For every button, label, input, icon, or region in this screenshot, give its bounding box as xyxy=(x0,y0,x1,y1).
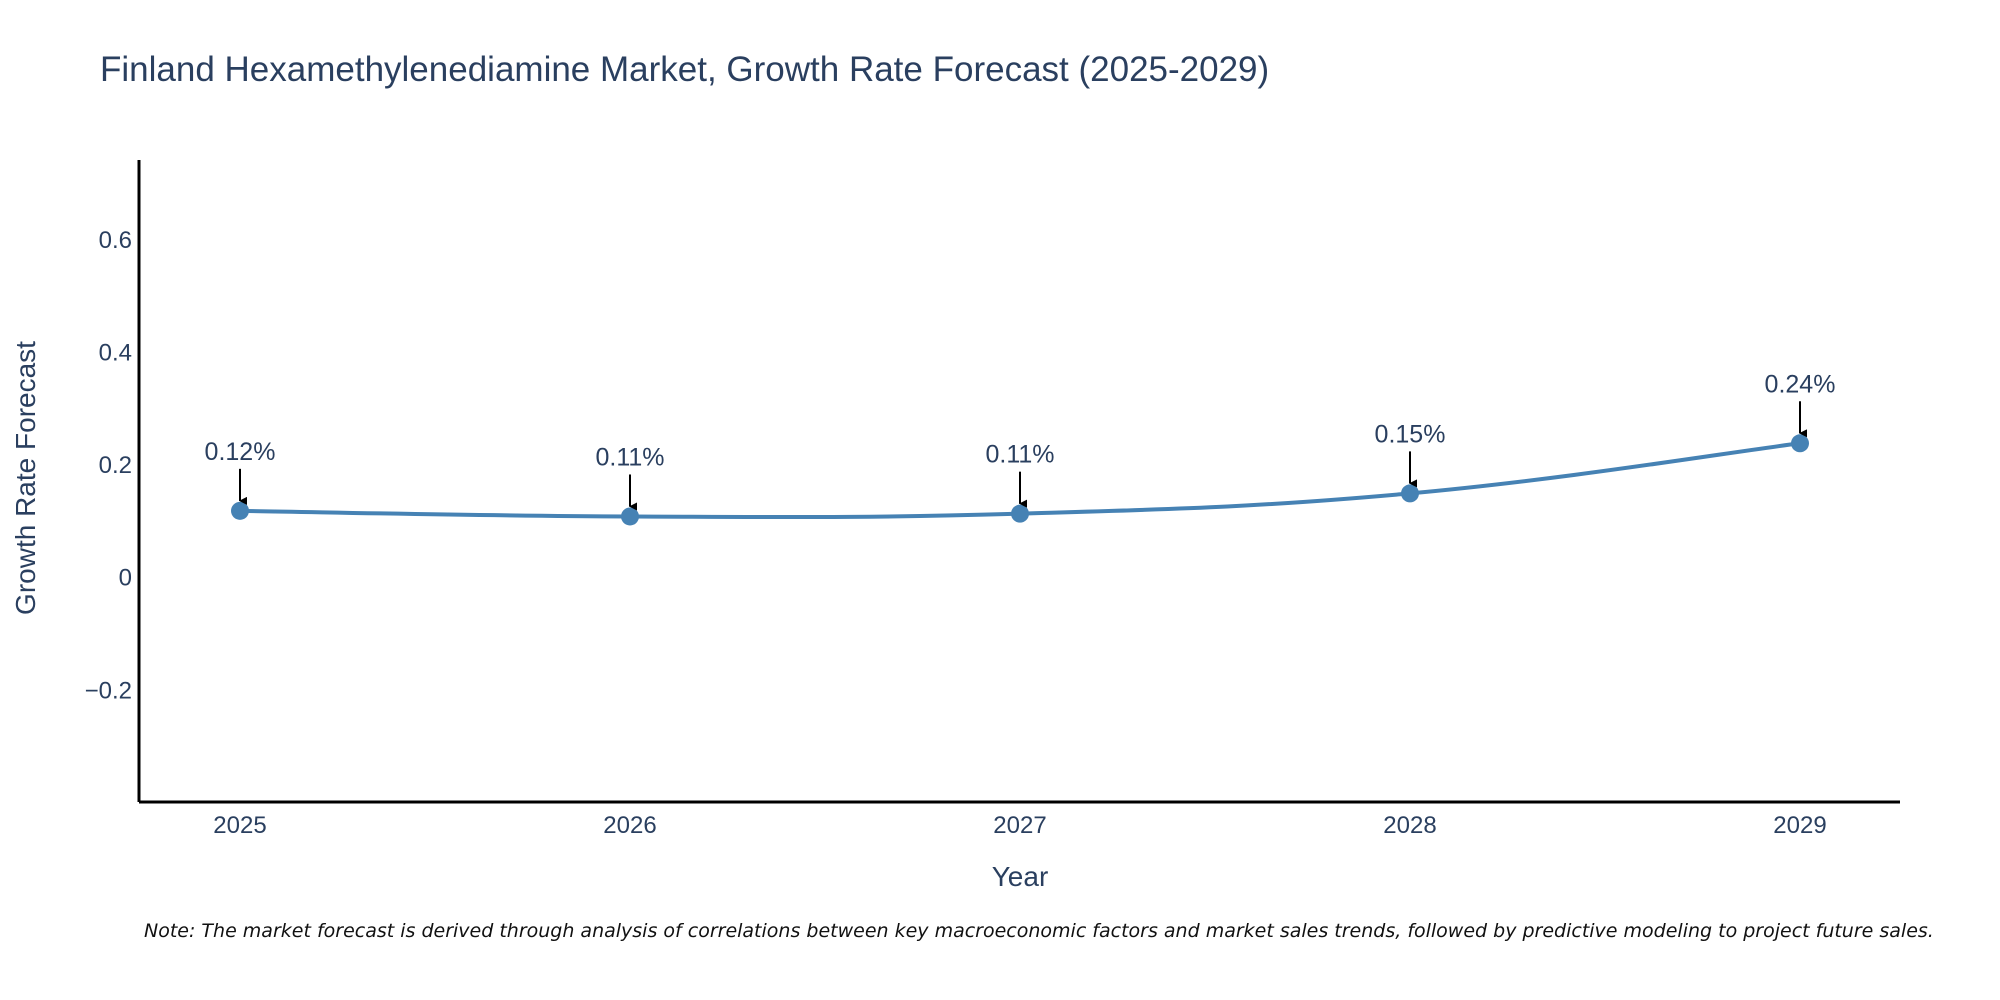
x-tick-label: 2027 xyxy=(993,812,1046,839)
x-axis-ticks: 2025 2026 2027 2028 2029 xyxy=(213,812,1826,839)
data-label: 0.11% xyxy=(985,441,1054,469)
x-tick-label: 2025 xyxy=(213,812,266,839)
chart-title: Finland Hexamethylenediamine Market, Gro… xyxy=(100,50,1269,89)
y-tick-label: 0.6 xyxy=(99,227,132,254)
series-markers xyxy=(231,434,1809,526)
data-point-marker xyxy=(231,501,249,520)
data-label: 0.12% xyxy=(205,438,276,466)
y-tick-label: 0 xyxy=(119,565,132,592)
y-axis-title: Growth Rate Forecast xyxy=(10,341,41,615)
data-point-marker xyxy=(1011,504,1029,523)
data-point-marker xyxy=(1401,484,1419,503)
data-point-marker xyxy=(621,507,639,526)
data-label: 0.15% xyxy=(1375,420,1446,448)
y-axis-ticks: 0.6 0.4 0.2 0 −0.2 xyxy=(85,227,132,705)
data-label-annotations: 0.12% 0.11% 0.11% 0.15% 0.24% xyxy=(205,370,1836,511)
data-point-marker xyxy=(1791,434,1809,453)
x-tick-label: 2029 xyxy=(1773,812,1826,839)
y-tick-label: −0.2 xyxy=(85,677,132,704)
y-tick-label: 0.2 xyxy=(99,452,132,479)
methodology-note: Note: The market forecast is derived thr… xyxy=(144,920,1934,942)
y-tick-label: 0.4 xyxy=(99,339,132,366)
x-tick-label: 2028 xyxy=(1383,812,1436,839)
data-label: 0.11% xyxy=(595,443,664,471)
x-axis-title: Year xyxy=(992,861,1049,892)
x-tick-label: 2026 xyxy=(603,812,656,839)
data-label: 0.24% xyxy=(1765,370,1836,398)
